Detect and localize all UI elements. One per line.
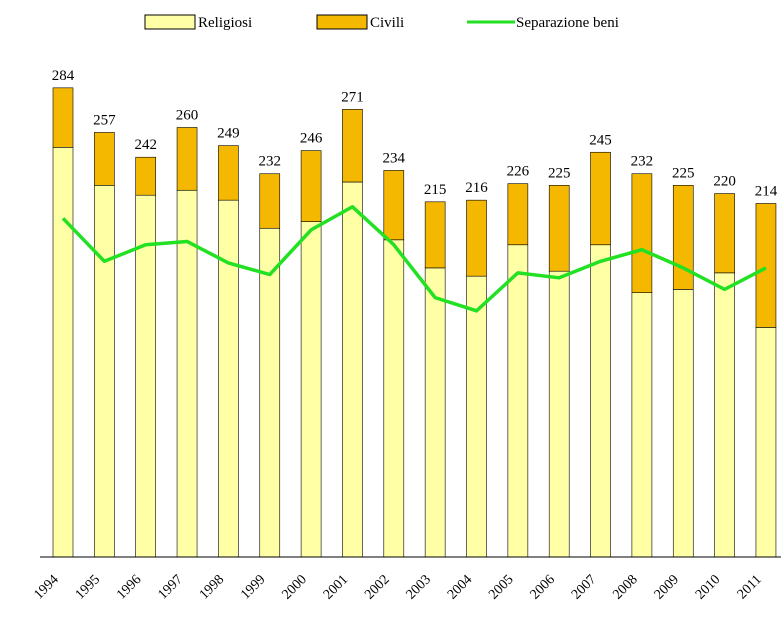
total-label: 257 <box>93 112 116 128</box>
bar-segment <box>507 244 529 558</box>
bar-segment <box>300 150 322 222</box>
bar-segment <box>342 109 363 183</box>
legend-swatch <box>144 14 196 30</box>
bar-segment <box>590 151 611 246</box>
total-label: 216 <box>465 180 488 196</box>
x-tick-label: 2003 <box>404 572 434 602</box>
x-tick-label: 2001 <box>321 572 351 602</box>
x-tick-label: 1997 <box>155 572 185 602</box>
total-label: 232 <box>631 154 654 170</box>
bar-segment <box>94 185 115 558</box>
legend: Religiosi Civili Separazione beni <box>144 14 619 31</box>
bar-segment <box>714 193 735 274</box>
total-label: 246 <box>300 131 323 147</box>
legend-label: Separazione beni <box>516 15 619 31</box>
line <box>61 205 767 313</box>
legend-swatch <box>316 14 368 30</box>
total-label: 284 <box>52 68 75 84</box>
bar-segment <box>218 145 239 201</box>
x-tick-label: 2004 <box>445 572 475 602</box>
bar-segment <box>218 199 239 558</box>
bar-segment <box>383 239 405 558</box>
bar-segment <box>259 173 281 229</box>
bar-segment <box>424 201 446 269</box>
bar-segment <box>52 147 74 558</box>
bar-segment <box>507 183 529 246</box>
bar-segment <box>135 194 156 558</box>
bar-segment <box>631 173 653 293</box>
total-label: 215 <box>424 182 447 198</box>
bar-segment <box>52 87 74 148</box>
x-tick-label: 1998 <box>197 572 227 602</box>
total-label: 234 <box>383 150 406 166</box>
total-label: 232 <box>259 154 282 170</box>
total-label: 242 <box>134 137 157 153</box>
x-tick-label: 2002 <box>362 572 392 602</box>
total-label: 225 <box>672 165 695 181</box>
bar-segment <box>590 244 611 558</box>
bar-segment <box>631 292 653 558</box>
x-tick-label: 1995 <box>73 572 103 602</box>
bar-segment <box>466 199 487 277</box>
bar-segment <box>424 267 446 558</box>
bar-segment <box>548 270 570 558</box>
legend-label: Civili <box>370 15 404 31</box>
bar-segment <box>548 185 570 272</box>
bar-segment <box>383 170 405 241</box>
total-label: 226 <box>507 164 530 180</box>
bar-segment <box>466 275 487 558</box>
bar-segment <box>755 327 777 558</box>
bar-segment <box>714 272 735 558</box>
total-label: 214 <box>755 183 778 199</box>
total-label: 245 <box>589 132 612 148</box>
bar-segment <box>342 181 363 558</box>
x-tick-label: 2008 <box>610 572 640 602</box>
x-tick-label: 2009 <box>652 572 682 602</box>
total-label: 260 <box>176 107 199 123</box>
bar-segment <box>300 221 322 558</box>
x-tick-label: 1994 <box>31 572 61 602</box>
total-label: 225 <box>548 165 571 181</box>
x-tick-label: 1996 <box>114 572 144 602</box>
x-tick-label: 2010 <box>693 572 723 602</box>
total-label: 220 <box>713 174 736 190</box>
legend-label: Religiosi <box>198 15 252 31</box>
x-tick-label: 2011 <box>735 572 765 602</box>
x-tick-label: 2005 <box>486 572 516 602</box>
bar-segment <box>672 289 694 558</box>
bar-segment <box>135 156 156 196</box>
x-tick-label: 2006 <box>528 572 558 602</box>
total-label: 249 <box>217 126 240 142</box>
x-tick-label: 2000 <box>280 572 310 602</box>
bar-segment <box>176 127 198 191</box>
total-label: 271 <box>341 89 364 105</box>
bar-segment <box>672 185 694 290</box>
x-tick-label: 1999 <box>238 572 268 602</box>
bar-segment <box>259 227 281 558</box>
bar-segment <box>755 203 777 328</box>
bar-segment <box>94 132 115 186</box>
x-tick-label: 2007 <box>569 572 599 602</box>
